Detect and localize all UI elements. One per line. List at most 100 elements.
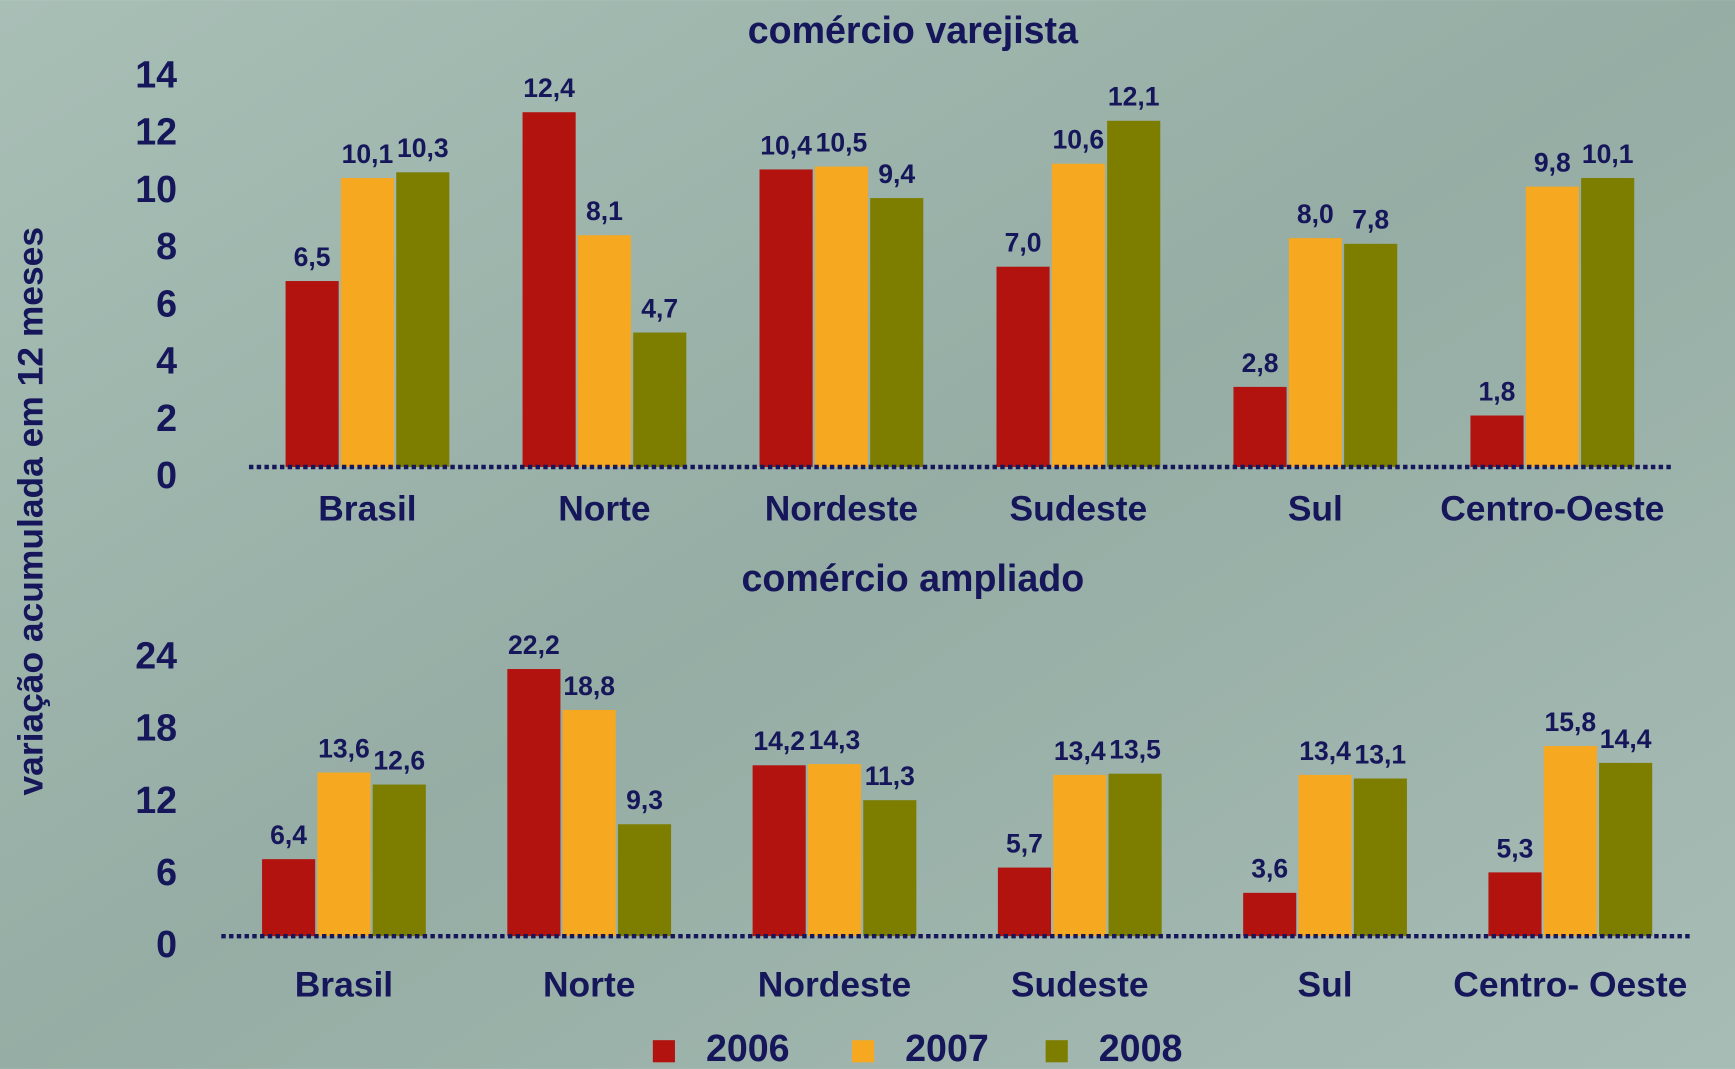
value-label: 12,1 [1108,82,1160,112]
legend-swatch [852,1040,875,1063]
bar [577,235,631,468]
value-label: 15,8 [1544,707,1596,737]
legend-label: 2008 [1099,1027,1183,1069]
value-label: 10,1 [342,139,394,169]
value-label: 9,4 [878,159,915,189]
value-label: 9,8 [1534,148,1571,178]
bar [1344,243,1398,468]
bar [752,765,806,937]
bar [1581,178,1635,468]
value-label: 9,3 [626,785,663,815]
y-tick-label: 10 [135,168,177,210]
value-label: 10,3 [397,133,449,163]
y-tick-label: 0 [156,923,177,965]
bar [1051,163,1105,468]
value-label: 14,3 [809,725,861,755]
bar [997,867,1051,937]
x-tick-label: Sudeste [1010,489,1148,529]
value-label: 8,1 [586,196,623,226]
value-label: 5,7 [1006,828,1043,858]
bar [1233,386,1287,468]
bar [1298,774,1352,937]
x-tick-label: Nordeste [758,964,911,1004]
x-tick-label: Brasil [295,964,393,1004]
bar [1488,872,1542,937]
value-label: 6,4 [270,820,307,850]
y-tick-label: 2 [156,397,177,439]
y-axis-label: variação acumulada em 12 meses [11,227,51,796]
x-tick-label: Nordeste [765,489,918,529]
value-label: 11,3 [865,761,915,791]
y-tick-label: 24 [135,634,177,676]
bar [372,784,426,937]
value-label: 18,8 [563,671,615,701]
value-label: 10,6 [1053,125,1105,155]
bar [1243,892,1297,937]
y-tick-label: 6 [156,851,177,893]
value-label: 13,4 [1054,736,1106,766]
bar [633,332,687,468]
value-label: 10,1 [1582,139,1634,169]
value-label: 14,4 [1600,724,1652,754]
value-label: 10,4 [760,130,812,160]
value-label: 10,5 [816,127,868,157]
y-tick-label: 18 [135,707,177,749]
chart-title: comércio varejista [748,9,1079,51]
value-label: 13,5 [1109,735,1161,765]
bar [1107,120,1161,468]
x-tick-label: Centro-Oeste [1440,489,1664,529]
bar [340,178,395,468]
bar [617,824,672,937]
bar [996,266,1050,468]
y-tick-label: 6 [156,282,177,324]
y-tick-label: 14 [135,53,177,95]
bar [1599,762,1653,937]
bar [522,112,576,468]
bar [814,166,868,468]
legend-label: 2007 [905,1027,989,1069]
chart-title: comércio ampliado [741,557,1084,599]
value-label: 3,6 [1251,854,1288,884]
value-label: 12,6 [373,745,425,775]
value-label: 12,4 [523,73,575,103]
value-label: 1,8 [1479,376,1516,406]
value-label: 6,5 [294,242,331,272]
value-label: 4,7 [641,293,678,323]
bar [396,172,450,468]
bar [759,169,813,468]
y-tick-label: 8 [156,225,177,267]
value-label: 7,0 [1005,228,1042,258]
bar [1053,774,1107,937]
value-label: 13,6 [318,733,370,763]
legend-swatch [1045,1040,1068,1063]
value-label: 13,1 [1355,739,1407,769]
value-label: 13,4 [1299,736,1351,766]
bar [1525,186,1579,468]
x-tick-label: Norte [543,964,635,1004]
value-label: 2,8 [1242,348,1279,378]
value-label: 14,2 [753,726,805,756]
bar [1108,773,1162,937]
bar [507,669,561,937]
y-tick-label: 0 [156,454,177,496]
y-tick-label: 12 [135,779,177,821]
value-label: 7,8 [1352,205,1389,235]
bar [317,772,371,937]
x-tick-label: Sul [1288,489,1343,529]
x-tick-label: Sul [1298,964,1353,1004]
x-tick-label: Sudeste [1011,964,1149,1004]
bar [870,198,924,468]
y-tick-label: 4 [156,340,177,382]
bar [807,764,862,937]
value-label: 5,3 [1497,833,1534,863]
x-tick-label: Brasil [318,489,416,529]
bar [262,859,316,937]
bar [1470,415,1524,468]
bar [1353,778,1407,937]
bar [1288,238,1342,468]
legend-label: 2006 [706,1027,790,1069]
x-tick-label: Centro- Oeste [1453,964,1687,1004]
y-tick-label: 12 [135,111,177,153]
value-label: 22,2 [508,630,560,660]
